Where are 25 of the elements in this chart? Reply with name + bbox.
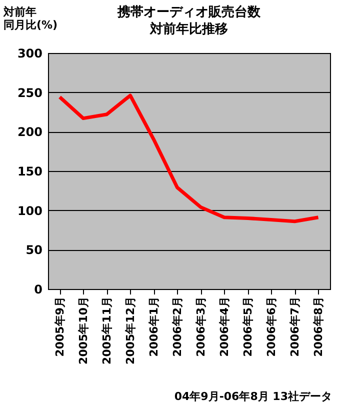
text: 対前年比推移 [150, 22, 228, 37]
y-tick-label: 250 [17, 86, 42, 100]
x-tick-label: 2006年7月 [288, 296, 302, 357]
x-tick-label: 2006年4月 [218, 296, 231, 357]
y-tick-label: 150 [17, 164, 42, 178]
line-series [58, 94, 320, 224]
text: 対前年 [4, 6, 36, 18]
x-tick-label: 2006年2月 [170, 296, 184, 357]
x-tick-label: 2005年11月 [100, 296, 114, 364]
y-tick-label: 50 [26, 243, 42, 258]
text: 携帯オーディオ販売台数 [118, 5, 260, 20]
x-tick-label: 2006年1月 [147, 296, 160, 357]
y-tick-label: 300 [17, 46, 42, 60]
x-tick-label: 2005年9月 [53, 296, 66, 357]
x-tick-label: 2006年5月 [241, 296, 254, 357]
x-tick-label: 2006年8月 [312, 296, 325, 357]
x-tick-label: 2005年10月 [76, 296, 90, 364]
x-tick-label: 2006年6月 [264, 296, 278, 357]
text: 04年9月-06年8月 13社データ [174, 390, 332, 403]
y-tick-label: 100 [17, 204, 42, 218]
y-tick-label: 0 [34, 282, 42, 296]
y-tick-label: 200 [17, 125, 42, 140]
text: 同月比(%) [4, 18, 58, 32]
x-tick-label: 2005年12月 [124, 296, 137, 364]
x-tick-label: 2006年3月 [194, 296, 208, 357]
